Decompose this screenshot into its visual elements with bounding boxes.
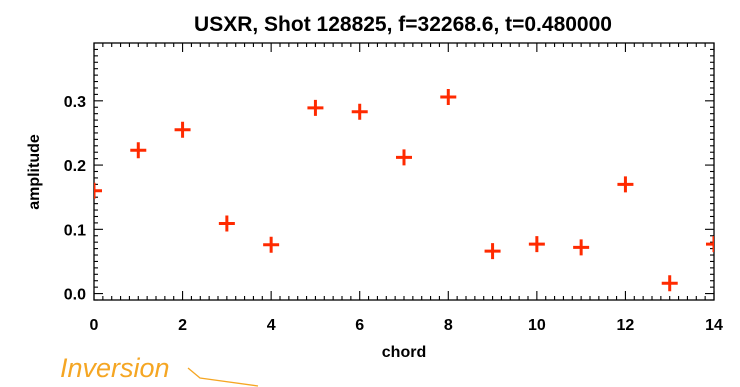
data-point bbox=[484, 243, 501, 260]
y-tick-label: 0.3 bbox=[64, 94, 86, 111]
data-point bbox=[396, 149, 412, 166]
data-point bbox=[307, 99, 324, 116]
data-points bbox=[94, 88, 714, 292]
x-axis-label: chord bbox=[382, 344, 426, 361]
x-tick-label: 12 bbox=[617, 317, 635, 334]
y-tick-label: 0.0 bbox=[64, 287, 86, 304]
data-point bbox=[351, 103, 368, 120]
x-tick-label: 6 bbox=[355, 317, 364, 334]
x-tick-label: 2 bbox=[178, 317, 187, 334]
y-axis-label: amplitude bbox=[26, 134, 43, 210]
data-point bbox=[440, 88, 457, 105]
x-tick-label: 10 bbox=[528, 317, 546, 334]
x-tick-label: 8 bbox=[444, 317, 453, 334]
data-point bbox=[130, 142, 147, 159]
data-point bbox=[528, 236, 545, 253]
data-point bbox=[263, 236, 280, 253]
plot-frame bbox=[93, 42, 715, 301]
data-point bbox=[218, 215, 235, 232]
x-tick-label: 0 bbox=[90, 317, 99, 334]
data-point bbox=[573, 239, 590, 256]
x-tick-label: 4 bbox=[267, 317, 276, 334]
x-axis: 0 2 4 6 8 10 12 14 bbox=[90, 43, 723, 334]
data-point bbox=[174, 121, 191, 138]
annotation-line bbox=[187, 367, 259, 387]
data-point bbox=[617, 176, 634, 193]
data-point bbox=[706, 236, 714, 253]
data-point bbox=[661, 275, 678, 292]
y-tick-label: 0.1 bbox=[64, 222, 86, 239]
y-tick-label: 0.2 bbox=[64, 158, 86, 175]
annotation-text: Inversion bbox=[60, 353, 170, 383]
chart-title: USXR, Shot 128825, f=32268.6, t=0.480000 bbox=[194, 13, 612, 36]
inversion-annotation: Inversion bbox=[60, 353, 259, 387]
data-point bbox=[94, 182, 102, 199]
y-axis: 0.0 0.1 0.2 0.3 bbox=[64, 48, 714, 304]
x-tick-label: 14 bbox=[705, 317, 723, 334]
